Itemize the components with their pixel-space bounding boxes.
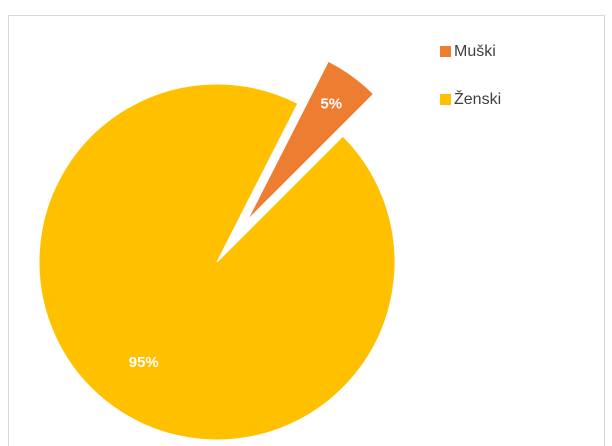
- legend-label: Muški: [454, 43, 496, 60]
- legend-swatch: [440, 46, 451, 57]
- legend-label: Ženski: [454, 89, 501, 108]
- data-label: 5%: [320, 96, 342, 113]
- pie-slice: [247, 60, 375, 221]
- pie-slice: [38, 83, 396, 441]
- data-label: 95%: [129, 354, 159, 371]
- legend-swatch: [440, 94, 451, 105]
